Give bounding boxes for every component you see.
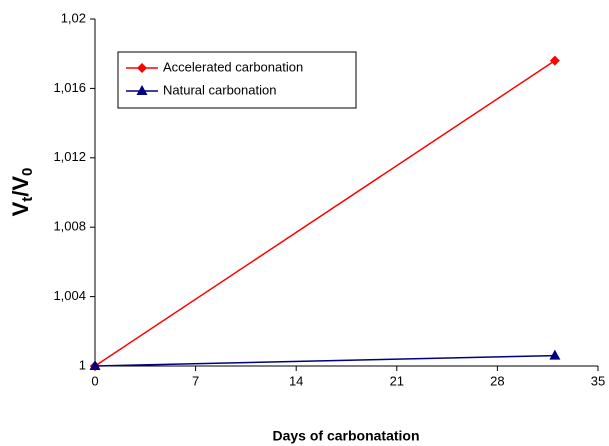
- marker-diamond: [549, 55, 560, 66]
- series-line: [94, 354, 555, 367]
- legend-marker: [137, 63, 147, 73]
- y-tick-label: 1: [79, 357, 86, 372]
- y-tick-label: 1,012: [53, 149, 86, 164]
- y-label-part: V: [8, 201, 33, 216]
- x-tick-label: 21: [390, 373, 404, 388]
- legend-box: [117, 51, 357, 109]
- y-tick-label: 1,02: [61, 10, 86, 25]
- marker-triangle: [89, 360, 101, 370]
- y-tick-label: 1,004: [53, 288, 86, 303]
- x-tick-label: 14: [289, 373, 303, 388]
- y-label-part: /V: [8, 176, 33, 197]
- legend-label: Natural carbonation: [163, 82, 276, 97]
- series-line: [94, 60, 556, 367]
- x-tick-label: 35: [591, 373, 605, 388]
- marker-triangle: [549, 349, 561, 360]
- legend-marker: [136, 85, 148, 95]
- y-label-sub: t: [19, 197, 36, 202]
- x-tick-label: 7: [192, 373, 199, 388]
- y-label-sub: 0: [19, 168, 36, 176]
- legend-label: Accelerated carbonation: [163, 59, 303, 74]
- x-tick-label: 28: [490, 373, 504, 388]
- x-tick-label: 0: [91, 373, 98, 388]
- y-tick-label: 1,016: [53, 80, 86, 95]
- y-tick-label: 1,008: [53, 219, 86, 234]
- y-axis-label: Vt/V0: [8, 168, 36, 217]
- x-axis-label: Days of carbonatation: [272, 428, 419, 444]
